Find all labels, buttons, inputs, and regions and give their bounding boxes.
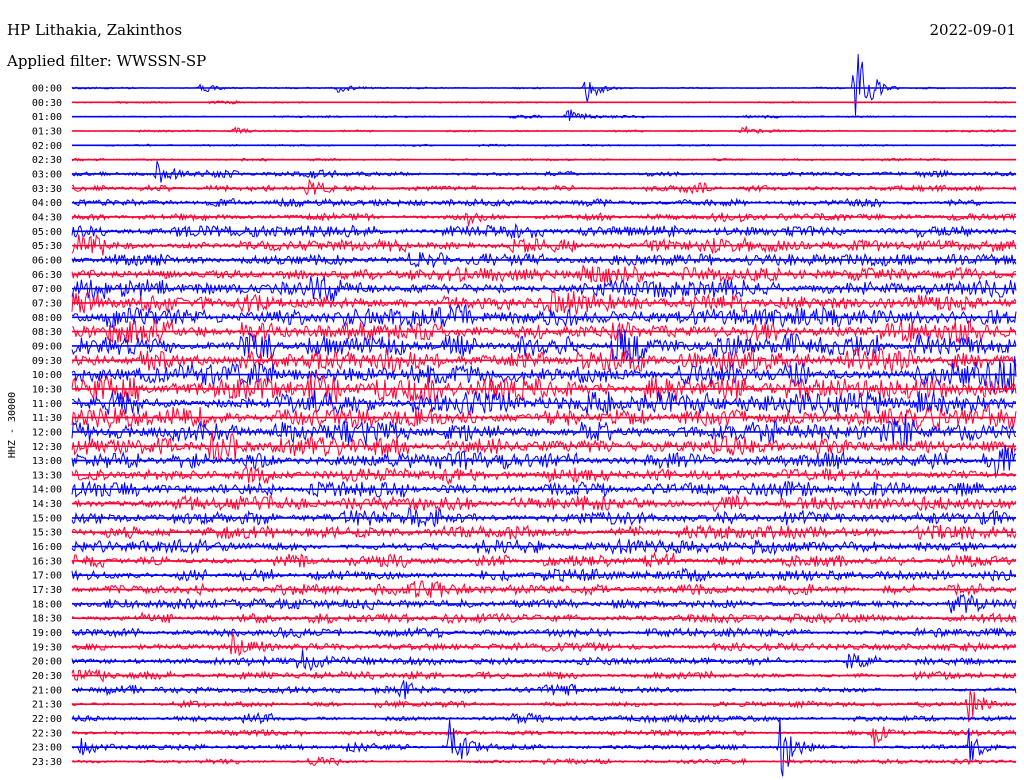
hour-label: 19:00 (32, 628, 62, 639)
seismic-trace (71, 726, 1017, 747)
seismic-trace (71, 54, 1017, 116)
seismic-trace (71, 506, 1017, 528)
hour-label: 16:00 (32, 542, 62, 553)
seismic-trace (72, 126, 1017, 135)
seismic-trace (71, 370, 1017, 406)
hour-labels: 00:00 00:30 01:00 01:30 02:00 02:30 03:00 03:30… (32, 84, 62, 769)
hour-label: 13:30 (32, 470, 62, 481)
hour-label: 07:30 (32, 298, 62, 309)
hour-label: 05:00 (32, 227, 62, 238)
hour-label: 23:00 (32, 743, 62, 754)
hour-label: 17:30 (32, 585, 62, 596)
seismic-trace (71, 179, 1017, 196)
seismic-trace (71, 405, 1017, 432)
seismic-trace (71, 264, 1017, 283)
hour-label: 22:00 (32, 714, 62, 725)
hour-label: 13:00 (32, 456, 62, 467)
hour-label: 21:00 (32, 685, 62, 696)
hour-label: 06:30 (32, 270, 62, 281)
channel-label: HHZ - 30000 (7, 392, 18, 458)
hour-label: 09:30 (32, 356, 62, 367)
hour-label: 10:00 (32, 370, 62, 381)
hour-label: 07:00 (32, 284, 62, 295)
hour-label: 00:30 (32, 98, 62, 109)
hour-label: 14:30 (32, 499, 62, 510)
seismic-trace (71, 233, 1017, 256)
seismic-trace (71, 711, 1017, 725)
seismic-trace (71, 593, 1017, 614)
hour-label: 00:00 (32, 84, 62, 95)
hour-label: 04:30 (32, 212, 62, 223)
seismic-trace (71, 413, 1017, 448)
hour-label: 01:30 (32, 126, 62, 137)
hour-label: 03:00 (32, 169, 62, 180)
hour-label: 15:00 (32, 513, 62, 524)
hour-label: 08:30 (32, 327, 62, 338)
seismic-trace (71, 649, 1017, 672)
seismic-trace (71, 632, 1017, 657)
seismic-trace (71, 109, 1016, 121)
seismic-trace (71, 302, 1017, 329)
hour-label: 17:00 (32, 571, 62, 582)
filter-label: Applied filter: WWSSN-SP (6, 52, 206, 70)
hour-label: 21:30 (32, 700, 62, 711)
hour-label: 20:30 (32, 671, 62, 682)
hour-label: 05:30 (32, 241, 62, 252)
hour-label: 01:00 (32, 112, 62, 123)
hour-label: 06:00 (32, 255, 62, 266)
seismic-trace (71, 430, 1017, 462)
hour-label: 11:30 (32, 413, 62, 424)
seismic-trace (71, 319, 1017, 345)
hour-label: 08:00 (32, 313, 62, 324)
trace-group (71, 54, 1017, 777)
hour-label: 12:00 (32, 427, 62, 438)
hour-label: 11:00 (32, 399, 62, 410)
hour-label: 19:30 (32, 642, 62, 653)
seismic-trace (71, 211, 1017, 227)
hour-label: 20:00 (32, 657, 62, 668)
hour-label: 09:00 (32, 341, 62, 352)
hour-label: 02:30 (32, 155, 62, 166)
seismic-trace (71, 276, 1017, 302)
station-title: HP Lithakia, Zakinthos (7, 21, 182, 39)
hour-label: 04:00 (32, 198, 62, 209)
hour-label: 10:30 (32, 384, 62, 395)
hour-label: 18:00 (32, 599, 62, 610)
hour-label: 16:30 (32, 556, 62, 567)
seismic-trace (71, 524, 1017, 541)
hour-label: 18:30 (32, 614, 62, 625)
hour-label: 02:00 (32, 141, 62, 152)
seismic-trace (71, 161, 1017, 183)
record-date: 2022-09-01 (930, 21, 1016, 39)
seismic-trace (71, 580, 1017, 598)
hour-label: 03:30 (32, 184, 62, 195)
hour-label: 14:00 (32, 485, 62, 496)
hour-label: 12:30 (32, 442, 62, 453)
hour-label: 23:30 (32, 757, 62, 768)
hour-label: 15:30 (32, 528, 62, 539)
hour-label: 22:30 (32, 728, 62, 739)
seismic-trace (71, 444, 1017, 479)
seismic-trace (71, 494, 1017, 512)
